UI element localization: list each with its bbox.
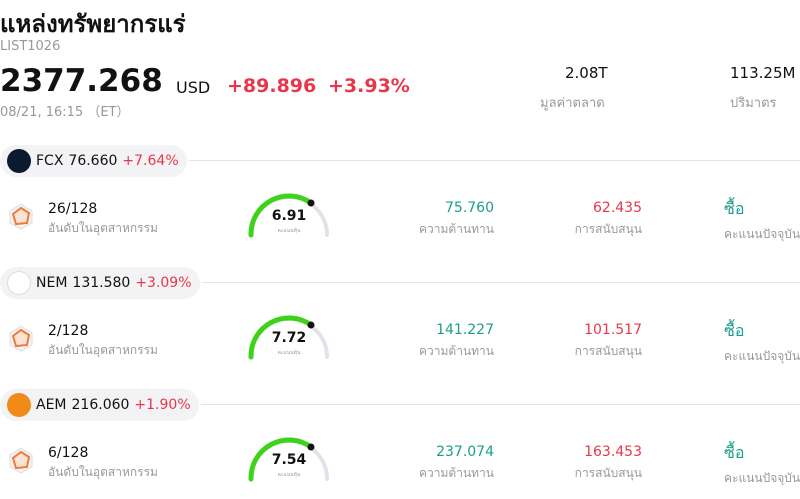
separator [201,404,800,405]
gauge [248,193,329,238]
ticker: FCX [36,153,64,169]
ticker: AEM [36,397,67,413]
title: แหล่งทรัพยากรแร่ [0,10,186,38]
rank-icon [9,447,33,474]
stock-logo [7,393,31,417]
support: 101.517 [584,322,642,338]
support-label: การสนับสนุน [574,222,642,236]
stock-change: +1.90% [134,397,191,413]
score: 7.54 [271,452,307,468]
date: 08/21, 16:15 （ET） [0,105,130,120]
resistance-label: ความต้านทาน [419,466,494,480]
stock-logo [7,149,31,173]
rank: 2/128 [48,323,89,339]
score: 7.72 [271,330,307,346]
rank: 6/128 [48,445,89,461]
resistance-label: ความต้านทาน [419,344,494,358]
stock-price: 216.060 [71,397,130,413]
stock-price: 76.660 [68,153,118,169]
rating: ซื้อ [724,321,745,340]
resistance: 237.074 [436,444,494,460]
rank-label: อันดับในอุตสาหกรรม [48,465,158,479]
market-cap-label: มูลค่าตลาด [540,96,605,111]
support: 163.453 [584,444,642,460]
support-label: การสนับสนุน [574,344,642,358]
stock-pill[interactable]: NEM 131.580 +3.09% [0,267,200,299]
price: 2377.268 [0,63,163,99]
stock-logo [7,271,31,295]
score-label: คะแนนหุ้น [277,228,301,234]
separator [202,282,800,283]
score-label: คะแนนหุ้น [277,472,301,478]
rank-label: อันดับในอุตสาหกรรม [48,343,158,357]
support: 62.435 [593,200,642,216]
rank: 26/128 [48,201,98,217]
change-pct: +3.93% [328,75,410,97]
volume: 113.25M [730,64,796,82]
stock-pill[interactable]: AEM 216.060 +1.90% [0,389,199,421]
rating: ซื้อ [724,199,745,218]
rating-label: คะแนนปัจจุบัน [724,349,800,363]
volume-label: ปริมาตร [730,96,777,111]
rank-icon [9,203,33,230]
resistance-label: ความต้านทาน [419,222,494,236]
resistance: 75.760 [445,200,494,216]
score-label: คะแนนหุ้น [277,350,301,356]
change: +89.896 [227,75,317,97]
market-cap: 2.08T [565,64,608,82]
gauge [248,437,329,482]
ticker: NEM [36,275,68,291]
stock-change: +3.09% [135,275,192,291]
rating: ซื้อ [724,443,745,462]
currency: USD [176,78,211,97]
stock-pill[interactable]: FCX 76.660 +7.64% [0,145,187,177]
rank-icon [9,325,33,352]
rating-label: คะแนนปัจจุบัน [724,227,800,241]
gauge [248,315,329,360]
resistance: 141.227 [436,322,494,338]
separator [189,160,800,161]
rating-label: คะแนนปัจจุบัน [724,471,800,485]
rank-label: อันดับในอุตสาหกรรม [48,221,158,235]
stock-price: 131.580 [72,275,131,291]
code: LIST1026 [0,39,61,54]
score: 6.91 [271,208,307,224]
support-label: การสนับสนุน [574,466,642,480]
stock-change: +7.64% [122,153,179,169]
